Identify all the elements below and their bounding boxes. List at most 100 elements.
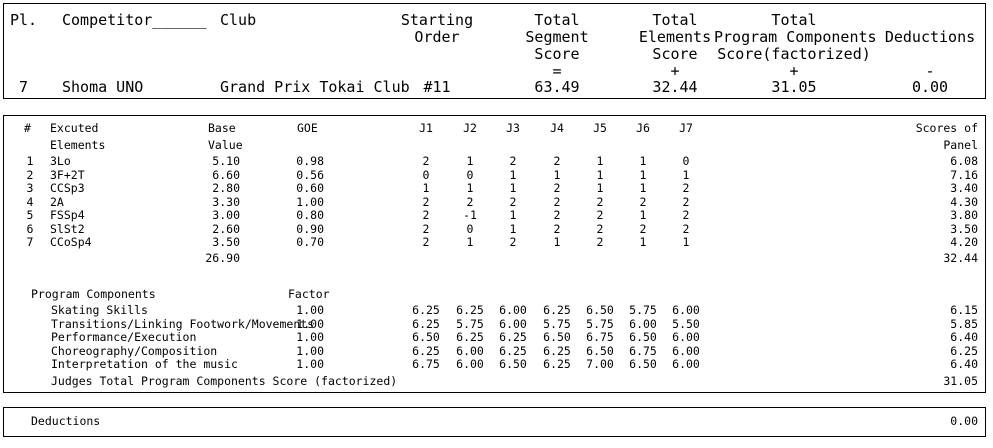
component-judge-score: 6.75: [629, 343, 657, 358]
element-judge-score: 1: [553, 167, 561, 182]
element-judge-score: 1: [422, 181, 430, 195]
pl-label: Pl.: [10, 11, 38, 29]
factor-header: Factor: [288, 287, 330, 301]
base-header-1: Base: [208, 121, 236, 135]
element-panel-score: 3.80: [950, 208, 978, 222]
panel-header-1: Scores of: [915, 121, 978, 135]
deductions-value: 0.00: [911, 78, 949, 96]
element-name: SlSt2: [50, 221, 85, 236]
element-goe: 0.60: [296, 181, 324, 195]
element-judge-score: 2: [596, 194, 604, 209]
component-judge-score: 6.00: [456, 357, 484, 371]
element-judge-score: 2: [639, 221, 647, 236]
component-judge-score: 5.75: [629, 303, 657, 317]
element-name: 3Lo: [50, 154, 71, 168]
component-judge-score: 6.25: [456, 303, 484, 317]
element-judge-score: 1: [466, 181, 474, 195]
element-goe: 0.70: [296, 235, 324, 249]
element-panel-score: 3.40: [950, 181, 978, 195]
component-judge-score: 6.00: [499, 316, 527, 331]
base-total: 26.90: [205, 251, 240, 265]
element-judge-score: 1: [553, 235, 561, 249]
component-score: 6.40: [950, 330, 978, 344]
element-number: 3: [26, 181, 34, 195]
element-judge-score: 1: [596, 167, 604, 182]
element-panel-score: 3.50: [950, 221, 978, 236]
element-judge-score: 2: [596, 208, 604, 222]
component-judge-score: 6.25: [456, 330, 484, 344]
element-judge-score: 2: [466, 194, 474, 209]
element-judge-score: 1: [639, 235, 647, 249]
element-judge-score: 2: [509, 194, 517, 209]
component-judge-score: 6.00: [456, 343, 484, 358]
goe-header: GOE: [297, 121, 318, 135]
element-judge-score: 2: [422, 154, 430, 168]
element-name: 3F+2T: [50, 167, 85, 182]
judge-header-2: J2: [463, 121, 477, 135]
element-panel-score: 6.08: [950, 154, 978, 168]
component-judge-score: 6.50: [629, 330, 657, 344]
element-judge-score: 1: [682, 167, 690, 182]
panel-total: 32.44: [943, 251, 978, 265]
element-goe: 0.98: [296, 154, 324, 168]
panel-header-2: Panel: [943, 138, 978, 152]
component-judge-score: 6.50: [586, 303, 614, 317]
place-value: 7: [19, 78, 29, 96]
element-judge-score: 1: [596, 154, 604, 168]
components-title: Program Components: [31, 287, 156, 301]
element-judge-score: 0: [466, 167, 474, 182]
element-base-value: 2.60: [212, 221, 240, 236]
element-judge-score: 1: [466, 235, 474, 249]
component-score: 6.40: [950, 357, 978, 371]
element-judge-score: 1: [596, 181, 604, 195]
component-judge-score: 6.25: [543, 303, 571, 317]
element-judge-score: 2: [682, 194, 690, 209]
competitor-name: Shoma UNO: [62, 78, 144, 96]
element-name: CCSp3: [50, 181, 85, 195]
component-factor: 1.00: [296, 357, 324, 371]
element-judge-score: 1: [639, 154, 647, 168]
element-judge-score: 2: [553, 208, 561, 222]
element-base-value: 5.10: [212, 154, 240, 168]
element-judge-score: 1: [509, 181, 517, 195]
element-panel-score: 4.20: [950, 235, 978, 249]
component-judge-score: 5.75: [543, 316, 571, 331]
component-name: Performance/Execution: [51, 330, 197, 344]
footer-deductions-label: Deductions: [31, 414, 101, 428]
element-judge-score: 2: [553, 221, 561, 236]
component-factor: 1.00: [296, 316, 324, 331]
club-name: Grand Prix Tokai Club: [220, 78, 410, 96]
component-judge-score: 6.00: [672, 357, 700, 371]
component-judge-score: 6.00: [629, 316, 657, 331]
element-number: 2: [26, 167, 34, 182]
component-judge-score: 6.50: [629, 357, 657, 371]
element-panel-score: 4.30: [950, 194, 978, 209]
summary-header-box: [3, 3, 986, 99]
element-name: 2A: [50, 194, 64, 209]
element-number: 1: [26, 154, 34, 168]
element-panel-score: 7.16: [950, 167, 978, 182]
judge-header-5: J5: [593, 121, 607, 135]
element-judge-score: 2: [682, 221, 690, 236]
element-goe: 0.80: [296, 208, 324, 222]
tss-value: 63.49: [534, 78, 580, 96]
component-judge-score: 5.75: [586, 316, 614, 331]
judge-header-7: J7: [679, 121, 693, 135]
component-judge-score: 6.25: [412, 316, 440, 331]
element-judge-score: 2: [596, 235, 604, 249]
component-score: 5.85: [950, 316, 978, 331]
component-judge-score: 6.50: [412, 330, 440, 344]
element-base-value: 3.50: [212, 235, 240, 249]
component-judge-score: 6.25: [499, 343, 527, 358]
component-factor: 1.00: [296, 303, 324, 317]
element-judge-score: 2: [682, 208, 690, 222]
element-goe: 1.00: [296, 194, 324, 209]
element-judge-score: 2: [422, 221, 430, 236]
component-factor: 1.00: [296, 343, 324, 358]
component-judge-score: 6.00: [672, 343, 700, 358]
element-number: 6: [26, 221, 34, 236]
element-judge-score: 2: [553, 194, 561, 209]
component-judge-score: 6.25: [543, 357, 571, 371]
element-judge-score: 1: [682, 235, 690, 249]
element-judge-score: 0: [422, 167, 430, 182]
